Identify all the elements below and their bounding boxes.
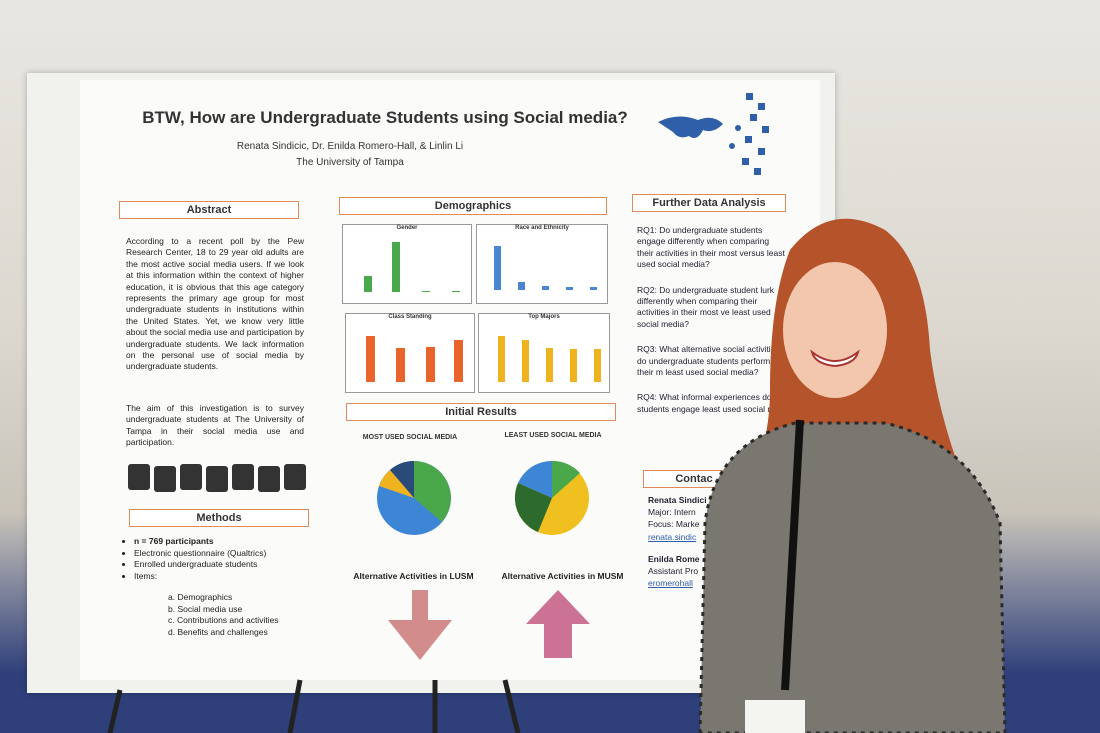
contact-line: Major: Intern [648, 507, 696, 518]
chart-title: Class Standing [388, 314, 432, 320]
mini-chart: Gender [342, 224, 472, 304]
pie-charts [377, 460, 589, 535]
methods-subitem: a. Demographics [168, 592, 233, 602]
research-question: RQ2: Do undergraduate student lurk diffe… [637, 284, 775, 329]
chart-title: MOST USED SOCIAL MEDIA [362, 434, 458, 441]
contact-line: Assistant Pro [648, 566, 699, 577]
methods-subitem: d. Benefits and challenges [168, 626, 268, 637]
contact-line: Focus: Marke [648, 519, 700, 530]
section-heading: Initial Results [346, 403, 616, 421]
word-clouds [388, 590, 590, 660]
methods-subitem: b. Social media use [168, 603, 243, 614]
activity-title: Alternative Activities in MUSM [501, 571, 624, 581]
contact-line: Enilda Rome [648, 553, 700, 564]
methods-item: Enrolled undergraduate students [134, 559, 334, 571]
section-heading: Abstract [119, 201, 299, 219]
chart-title: Race and Ethnicity [515, 225, 569, 231]
social-icons [128, 464, 306, 492]
abstract-paragraph: The aim of this investigation is to surv… [126, 403, 304, 448]
research-question: RQ1: Do undergraduate students engage di… [637, 225, 785, 270]
methods-item: Items: [134, 571, 334, 583]
methods-subitem: c. Contributions and activities [168, 615, 279, 625]
research-question: RQ4: What informal experiences do u stud… [637, 392, 780, 414]
activity-title: Alternative Activities in LUSM [353, 571, 474, 581]
methods-list: n = 769 participants Electronic question… [118, 536, 334, 582]
contact-line: renata.sindic [648, 531, 697, 542]
contact-line: eromerohall [648, 578, 693, 589]
contact-line: Renata Sindici [648, 495, 707, 505]
affiliation: The University of Tampa [296, 157, 404, 168]
section-heading: Demographics [339, 197, 607, 215]
methods-item: Electronic questionnaire (Qualtrics) [134, 548, 334, 560]
abstract-paragraph: According to a recent poll by the Pew Re… [126, 236, 304, 372]
mini-chart-bars [364, 242, 601, 382]
logo-graphic [658, 93, 769, 175]
chart-title: LEAST USED SOCIAL MEDIA [504, 432, 602, 439]
poster-title: BTW, How are Undergraduate Students usin… [142, 108, 628, 127]
chart-title: Gender [396, 225, 418, 231]
section-heading: Further Data Analysis [632, 194, 786, 212]
contact-info: Renata Sindici Major: Intern Focus: Mark… [648, 494, 728, 589]
section-heading: Methods [129, 509, 309, 527]
research-question: RQ3: What alternative social activities … [637, 344, 780, 378]
research-questions: RQ1: Do undergraduate students engage di… [637, 225, 787, 423]
chart-title: Top Majors [528, 314, 560, 320]
authors: Renata Sindicic, Dr. Enilda Romero-Hall,… [236, 141, 464, 152]
methods-item: n = 769 participants [134, 536, 334, 548]
methods-subitems: a. Demographics b. Social media use c. C… [168, 592, 318, 638]
